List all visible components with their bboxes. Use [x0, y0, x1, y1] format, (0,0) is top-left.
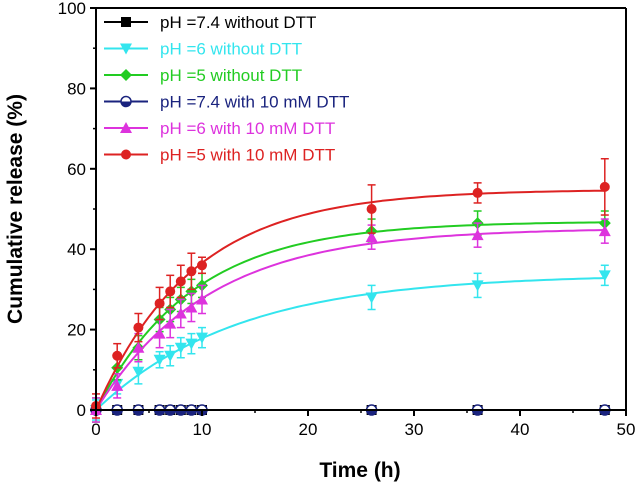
data-point [154, 298, 165, 309]
data-point [196, 293, 208, 305]
data-point [153, 327, 166, 339]
data-point [112, 350, 123, 361]
series-6 [91, 158, 610, 419]
data-point [111, 379, 124, 391]
data-point [365, 292, 378, 304]
data-point [164, 317, 177, 329]
x-tick-label: 0 [91, 420, 100, 439]
data-point [175, 276, 186, 287]
data-point [365, 231, 378, 243]
data-point [132, 366, 145, 378]
legend-marker [121, 149, 131, 160]
legend-marker [120, 95, 132, 108]
data-point [185, 301, 198, 313]
series-line [95, 221, 605, 411]
data-point [133, 322, 144, 333]
legend: pH =7.4 without DTT pH =6 without DTT pH =… [104, 13, 349, 165]
x-tick-label: 30 [405, 420, 424, 439]
legend-entry-2: pH =6 without DTT [104, 40, 302, 59]
legend-label: pH =6 without DTT [160, 40, 302, 59]
data-point [471, 229, 484, 241]
legend-marker [120, 69, 132, 81]
data-point [471, 280, 484, 292]
legend-marker [120, 122, 132, 133]
x-tick-label: 10 [193, 420, 212, 439]
data-point [185, 285, 198, 298]
data-point [174, 307, 187, 319]
data-point [472, 187, 483, 198]
legend-entry-4: pH =7.4 with 10 mM DTT [104, 93, 349, 112]
y-tick-label: 0 [77, 401, 86, 420]
legend-entry-3: pH =5 without DTT [104, 66, 302, 85]
data-point [132, 341, 145, 353]
y-tick-label: 60 [67, 160, 86, 179]
data-point [598, 270, 611, 282]
data-point [196, 332, 208, 344]
data-point [197, 260, 207, 271]
series-layer [90, 158, 611, 423]
y-tick-label: 80 [67, 79, 86, 98]
y-tick-label: 100 [58, 0, 86, 18]
legend-label: pH =5 without DTT [160, 66, 302, 85]
series-3 [90, 210, 611, 423]
axes: 0 10 20 30 40 50 0 20 40 60 80 100 [58, 0, 636, 439]
x-tick-label: 50 [617, 420, 636, 439]
legend-label: pH =7.4 with 10 mM DTT [160, 93, 349, 112]
legend-label: pH =6 with 10 mM DTT [160, 119, 335, 138]
y-axis-title: Cumulative release (%) [4, 94, 27, 324]
data-point [165, 286, 176, 297]
legend-entry-5: pH =6 with 10 mM DTT [104, 119, 335, 138]
legend-marker [121, 17, 131, 27]
data-point [174, 342, 187, 354]
legend-marker [120, 43, 132, 55]
x-tick-label: 20 [299, 420, 318, 439]
legend-entry-6: pH =5 with 10 mM DTT [104, 146, 335, 165]
x-tick-label: 40 [511, 420, 530, 439]
legend-entry-1: pH =7.4 without DTT [104, 13, 316, 32]
data-point [185, 338, 198, 350]
data-point [153, 354, 166, 366]
legend-label: pH =7.4 without DTT [160, 13, 316, 32]
data-point [186, 266, 197, 277]
series-line [95, 229, 605, 411]
y-tick-label: 40 [67, 240, 86, 259]
series-5 [90, 218, 611, 423]
data-point [598, 225, 611, 237]
legend-label: pH =5 with 10 mM DTT [160, 146, 335, 165]
data-point [164, 350, 177, 362]
data-point [366, 204, 377, 214]
data-point [599, 181, 610, 192]
y-tick-label: 20 [67, 321, 86, 340]
x-axis-title: Time (h) [319, 459, 400, 482]
